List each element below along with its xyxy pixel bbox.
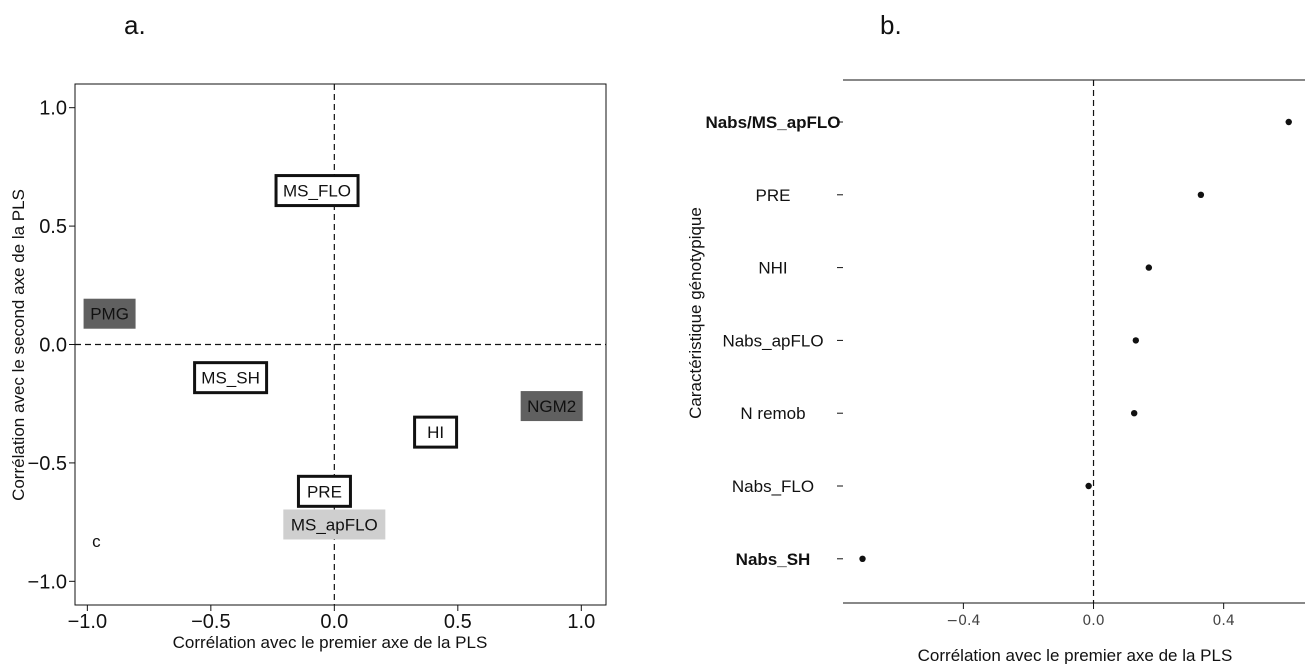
- panel-b-x-tick-label: 0.4: [1213, 613, 1235, 629]
- panel-b-category-label: Nabs_FLO: [732, 477, 814, 496]
- panel-b-category-label: Nabs_apFLO: [722, 331, 823, 350]
- panel-a-point-label: c: [92, 532, 101, 551]
- panel-b-point: [1132, 337, 1140, 344]
- panel-a-y-tick-label: 1.0: [39, 98, 67, 120]
- panel-b-point: [1085, 482, 1092, 490]
- panel-b-categories: Nabs/MS_apFLO PRE NHI Nabs_apFLO N remob Nabs…: [705, 113, 843, 569]
- panel-a-y-tick-label: −1.0: [28, 571, 67, 593]
- panel-b-point: [859, 555, 866, 562]
- panel-b-category-label: PRE: [756, 186, 791, 205]
- panel-a-x-tick-label: 1.0: [567, 611, 595, 633]
- panel-a-x-tick-label: 0.5: [444, 611, 472, 633]
- panel-a-x-ticks: −1.0 −0.5 0.0 0.5 1.0: [68, 605, 595, 633]
- panel-a-x-tick-label: 0.0: [320, 611, 348, 633]
- panel-a-y-ticks: −1.0 −0.5 0.0 0.5 1.0: [28, 98, 75, 593]
- panel-a-point-label: MS_apFLO: [291, 515, 378, 534]
- panel-b-point: [1145, 264, 1153, 271]
- panel-b-points: [859, 118, 1292, 562]
- panel-a-point-pre: PRE: [296, 474, 352, 508]
- panel-b-x-tick-label: −0.4: [946, 613, 980, 629]
- panel-a-point-label: MS_SH: [201, 369, 260, 388]
- panel-a-y-axis-title: Corrélation avec le second axe de la PLS: [9, 189, 28, 501]
- panel-a-point-box: [274, 174, 360, 208]
- panel-a-point-ms-sh: MS_SH: [193, 361, 269, 395]
- panel-a-point-box: [520, 391, 583, 422]
- panel-a-x-axis-title: Corrélation avec le premier axe de la PL…: [173, 633, 488, 652]
- panel-a-x-tick-label: −0.5: [191, 611, 230, 633]
- panel-a-point-box: [83, 298, 136, 329]
- panel-a-point-ms-flo: MS_FLO: [274, 174, 360, 208]
- panel-a-point-box: [413, 415, 459, 449]
- panel-b-point: [1130, 410, 1138, 417]
- panel-b-category-label: NHI: [758, 259, 787, 278]
- panel-a-point-label: MS_FLO: [283, 182, 351, 201]
- panel-a-point-box: [283, 509, 386, 540]
- panel-a-point-label: HI: [427, 423, 444, 442]
- panel-b-category-label: N remob: [740, 404, 805, 423]
- panel-b-category-label: Nabs/MS_apFLO: [705, 113, 840, 132]
- panel-b-label: b.: [880, 10, 902, 40]
- panel-b-x-ticks: −0.4 0.0 0.4: [946, 603, 1235, 629]
- panel-a-point-pmg: PMG: [83, 298, 136, 329]
- panel-b-point: [1197, 191, 1205, 198]
- panel-a-y-tick-label: 0.5: [39, 216, 67, 238]
- panel-a-point-label: PMG: [90, 305, 129, 324]
- panel-b-category-label: Nabs_SH: [736, 550, 811, 569]
- panel-a-point-label: PRE: [307, 482, 342, 501]
- panel-a-point-label: NGM2: [527, 397, 576, 416]
- panel-a-point-box: [193, 361, 269, 395]
- panel-b-x-tick-label: 0.0: [1082, 613, 1104, 629]
- panel-a-y-tick-label: −0.5: [28, 453, 67, 475]
- panel-b-y-axis-title: Caractéristique génotypique: [686, 207, 705, 419]
- panel-a-point-c: c: [92, 532, 101, 551]
- panel-b-point: [1285, 118, 1292, 126]
- panel-a-x-tick-label: −1.0: [68, 611, 107, 633]
- panel-a-point-box: [296, 474, 352, 508]
- panel-a-point-ngm2: NGM2: [520, 391, 583, 422]
- panel-b-x-axis-title: Corrélation avec le premier axe de la PL…: [918, 646, 1233, 664]
- panel-a-y-tick-label: 0.0: [39, 335, 67, 357]
- panel-a-point-hi: HI: [413, 415, 459, 449]
- panel-a-label: a.: [124, 10, 146, 40]
- panel-a-point-ms-apflo: MS_apFLO: [283, 509, 386, 540]
- panel-a: a. −1.0 −0.5 0.0 0.5 1.0 −1.0 −0.5 0.0 0.5 1.0 M…: [9, 10, 607, 652]
